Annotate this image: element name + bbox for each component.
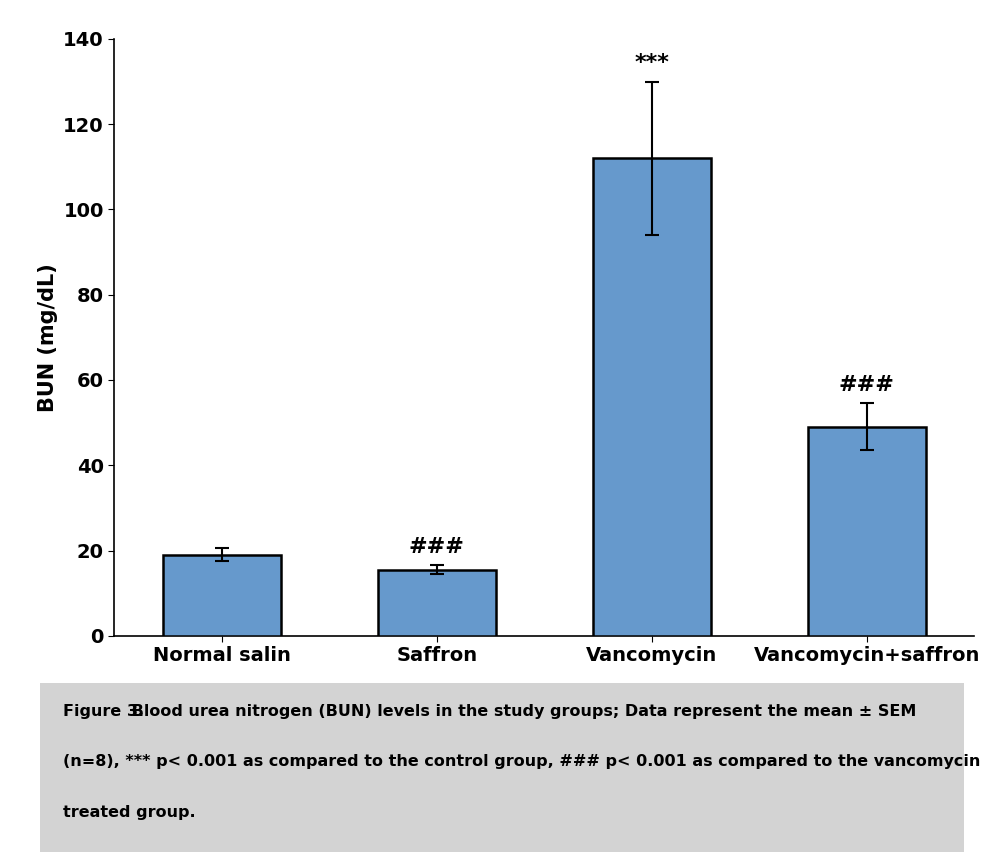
Text: (n=8), *** p< 0.001 as compared to the control group, ### p< 0.001 as compared t: (n=8), *** p< 0.001 as compared to the c… — [63, 754, 980, 769]
Text: Figure 3.: Figure 3. — [63, 703, 144, 719]
Text: Blood urea nitrogen (BUN) levels in the study groups; Data represent the mean ± : Blood urea nitrogen (BUN) levels in the … — [125, 703, 916, 719]
Text: ***: *** — [634, 53, 669, 73]
Bar — [592, 158, 711, 636]
Text: ###: ### — [409, 537, 464, 557]
Bar — [378, 570, 496, 636]
FancyBboxPatch shape — [40, 683, 964, 852]
Text: ###: ### — [839, 375, 895, 395]
Bar — [163, 554, 281, 636]
Bar — [807, 427, 925, 636]
Text: treated group.: treated group. — [63, 804, 196, 820]
Y-axis label: BUN (mg/dL): BUN (mg/dL) — [38, 263, 58, 412]
